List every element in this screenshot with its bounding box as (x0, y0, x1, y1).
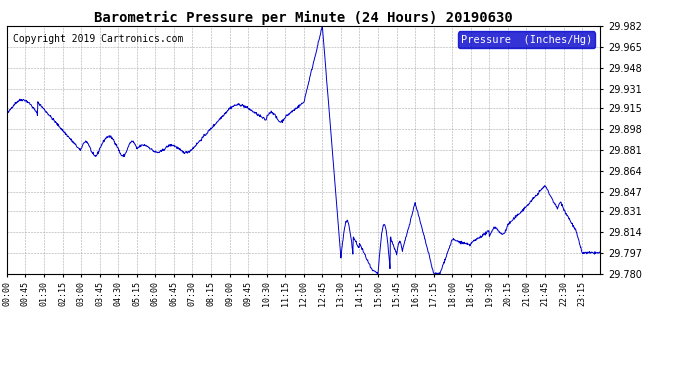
Legend: Pressure  (Inches/Hg): Pressure (Inches/Hg) (457, 32, 595, 48)
Text: Copyright 2019 Cartronics.com: Copyright 2019 Cartronics.com (13, 34, 184, 44)
Title: Barometric Pressure per Minute (24 Hours) 20190630: Barometric Pressure per Minute (24 Hours… (95, 11, 513, 25)
